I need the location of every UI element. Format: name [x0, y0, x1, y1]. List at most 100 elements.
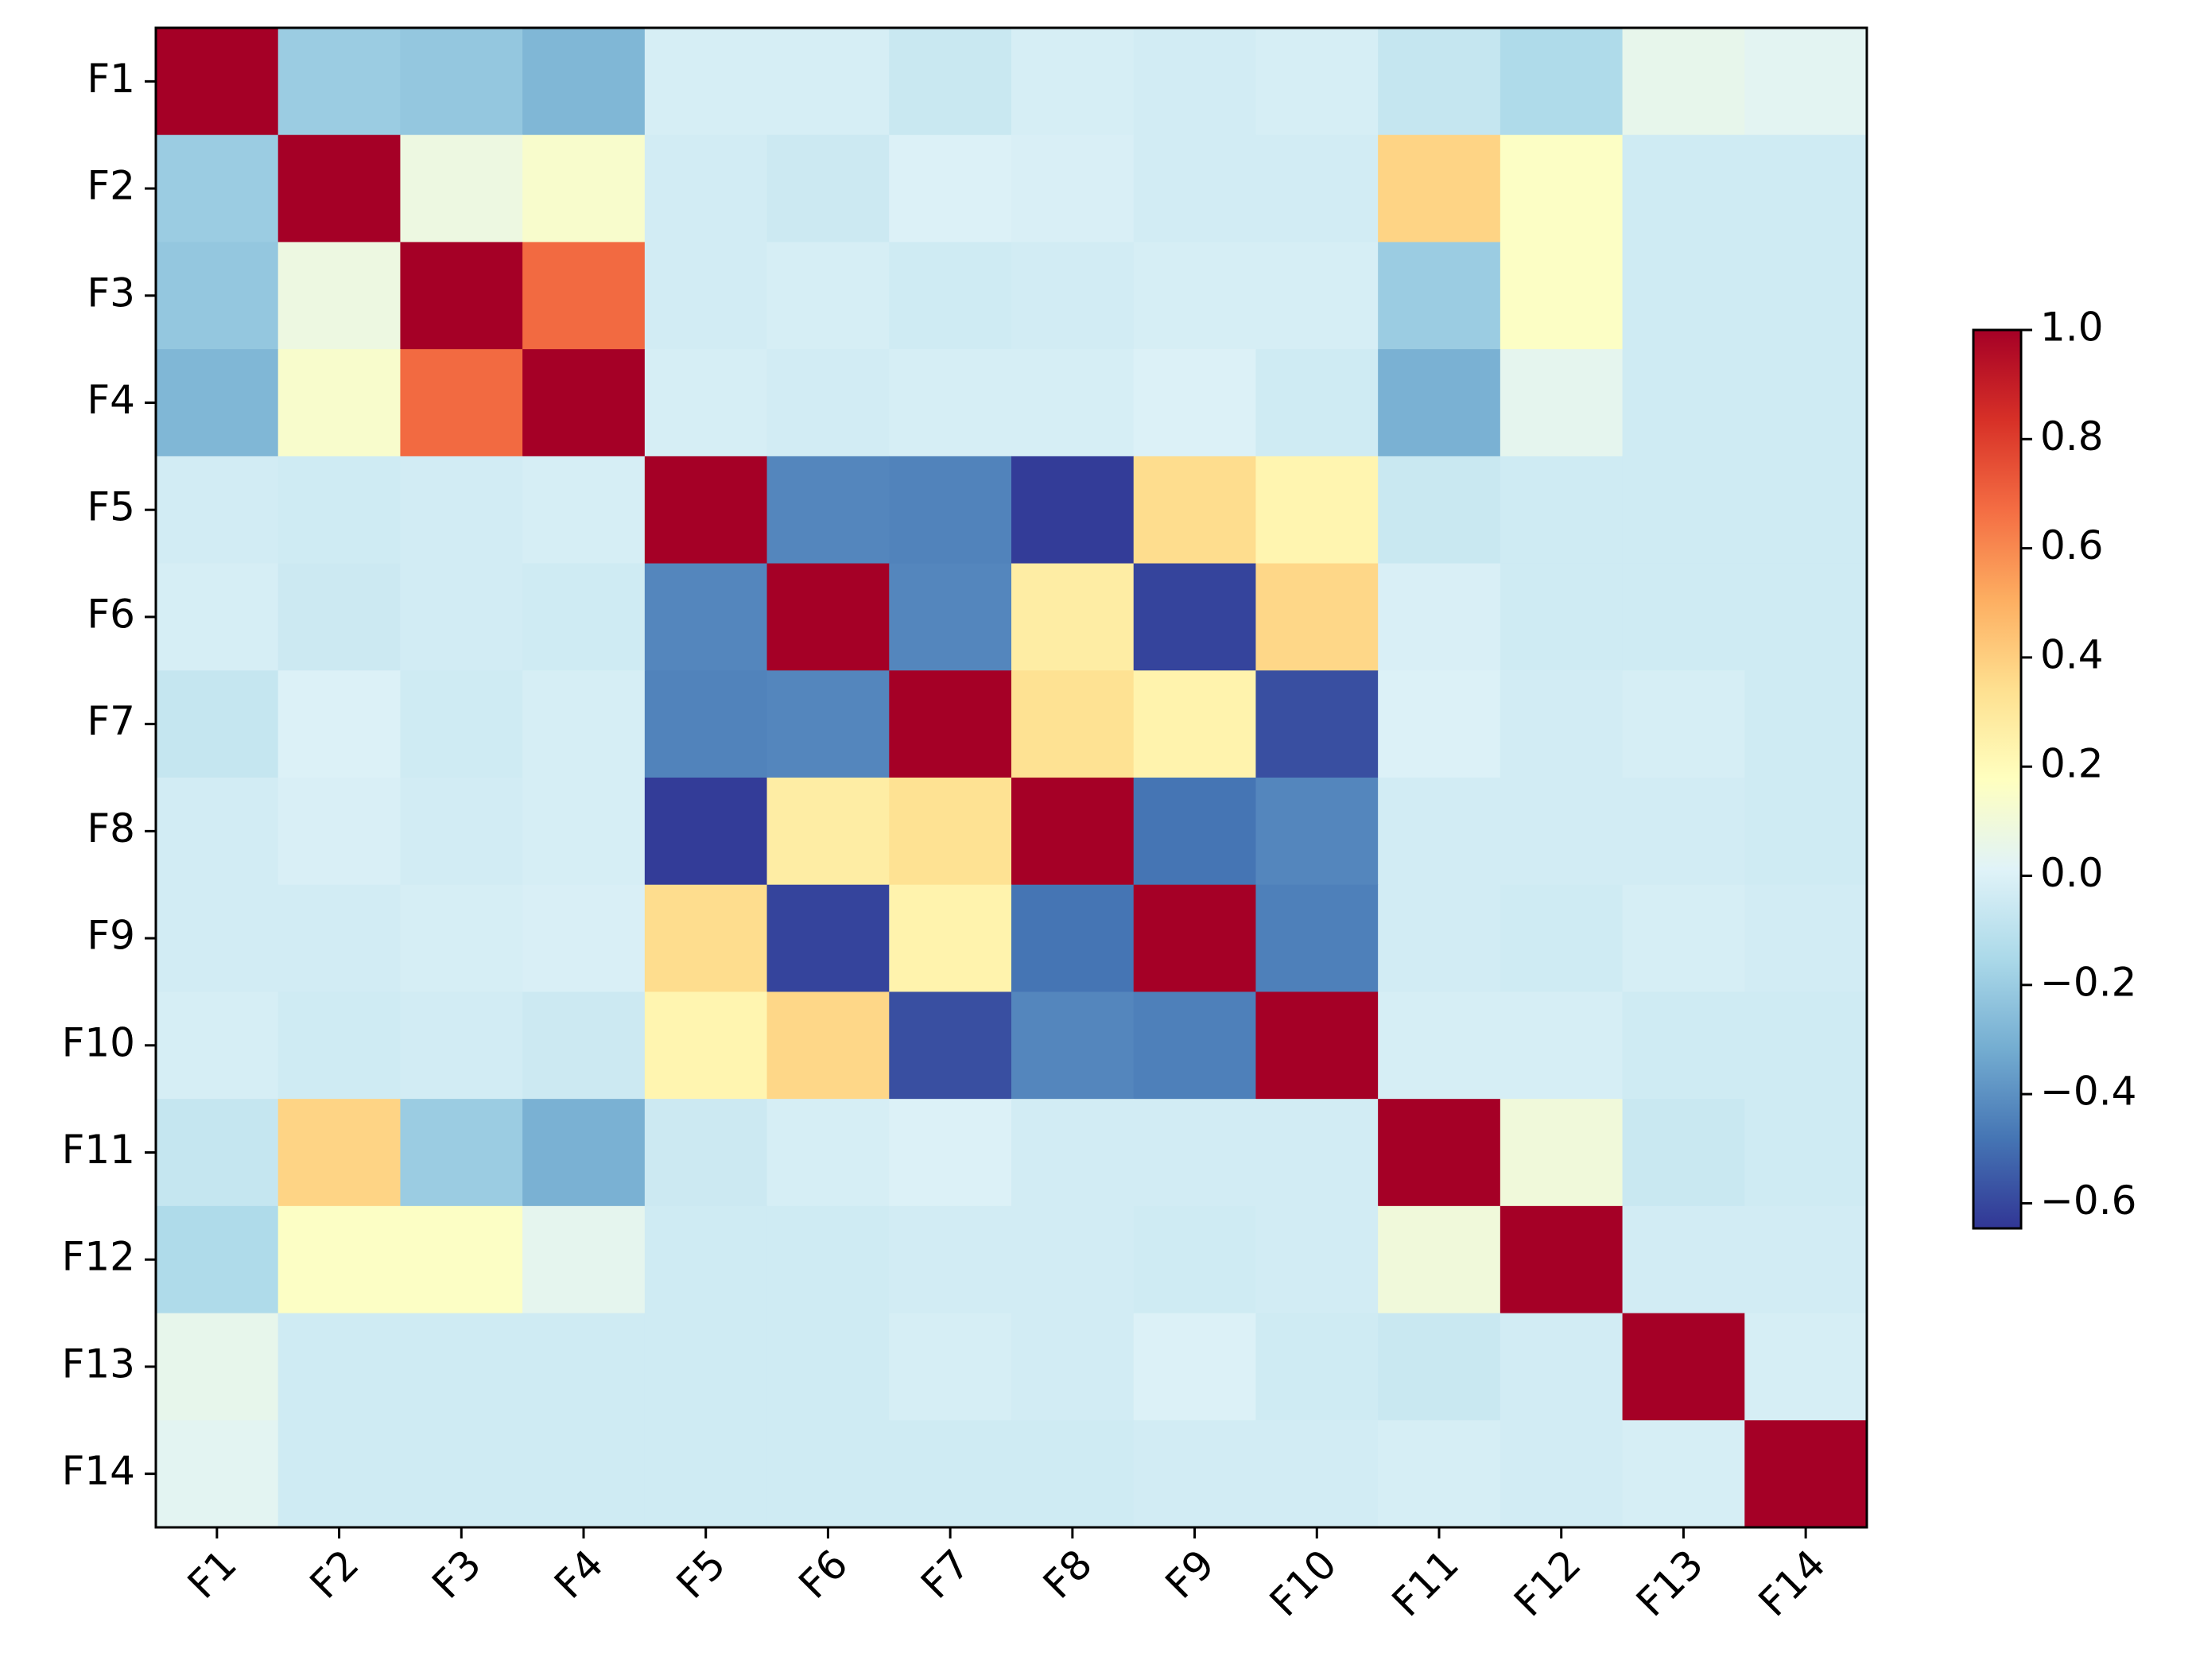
colorbar-tick-label: 0.8 — [2040, 413, 2104, 460]
heatmap-cell — [522, 991, 646, 1100]
y-tick-label: F12 — [62, 1234, 135, 1280]
heatmap-cell — [1378, 991, 1501, 1100]
heatmap-cell — [277, 456, 402, 565]
heatmap-cell — [1133, 1420, 1257, 1528]
heatmap-cell — [766, 242, 890, 350]
heatmap-cell — [1622, 778, 1745, 886]
heatmap-cell — [400, 991, 523, 1100]
heatmap-cell — [1255, 134, 1379, 243]
colorbar-tick-label: 1.0 — [2040, 305, 2104, 351]
heatmap-cell — [644, 884, 768, 993]
heatmap-cell — [1011, 884, 1135, 993]
heatmap-cell — [1378, 1205, 1501, 1314]
heatmap-cell — [522, 1313, 646, 1421]
heatmap-cell — [1133, 884, 1257, 993]
plot-frame — [154, 26, 1868, 1529]
x-tick-label: F10 — [1261, 1541, 1345, 1625]
heatmap-cell — [1011, 349, 1135, 457]
heatmap-cell — [644, 28, 768, 136]
heatmap-cell — [766, 1313, 890, 1421]
heatmap-cell — [1133, 778, 1257, 886]
heatmap-cell — [766, 28, 890, 136]
y-tick-label: F2 — [87, 163, 135, 209]
heatmap-cell — [1011, 1205, 1135, 1314]
heatmap-cell — [156, 1313, 279, 1421]
heatmap-cell — [1011, 1420, 1135, 1528]
heatmap-cell — [1499, 28, 1624, 136]
heatmap-cell — [156, 884, 279, 993]
heatmap-cell — [1133, 134, 1257, 243]
colorbar-tick-label: 0.4 — [2040, 631, 2104, 677]
heatmap-cell — [1744, 1313, 1868, 1421]
heatmap-cell — [1622, 991, 1745, 1100]
heatmap-cell — [156, 134, 279, 243]
heatmap-cell — [1622, 1099, 1745, 1207]
heatmap-cell — [1378, 1313, 1501, 1421]
heatmap-cell — [1011, 1313, 1135, 1421]
heatmap-cell — [644, 1313, 768, 1421]
heatmap-cell — [1133, 456, 1257, 565]
x-tick-label: F6 — [790, 1541, 857, 1608]
heatmap-cell — [1499, 456, 1624, 565]
heatmap-cell — [1133, 563, 1257, 671]
heatmap-cell — [1133, 670, 1257, 778]
heatmap-cell — [400, 778, 523, 886]
heatmap-cell — [1622, 28, 1745, 136]
heatmap-cell — [766, 563, 890, 671]
heatmap-cell — [400, 28, 523, 136]
heatmap-cell — [1133, 991, 1257, 1100]
heatmap-cell — [644, 1205, 768, 1314]
heatmap-cell — [889, 456, 1012, 565]
heatmap-cell — [1622, 1205, 1745, 1314]
heatmap-cell — [1255, 456, 1379, 565]
heatmap-cell — [1255, 670, 1379, 778]
heatmap-cell — [1011, 563, 1135, 671]
heatmap-cell — [156, 778, 279, 886]
heatmap-cell — [1744, 242, 1868, 350]
heatmap-cell — [1622, 1420, 1745, 1528]
heatmap-cell — [889, 1420, 1012, 1528]
heatmap-cell — [1255, 991, 1379, 1100]
x-tick-label: F2 — [301, 1541, 368, 1608]
heatmap-cell — [1255, 1205, 1379, 1314]
heatmap-cell — [1744, 134, 1868, 243]
x-tick-label: F4 — [545, 1541, 612, 1608]
heatmap-cell — [1011, 28, 1135, 136]
heatmap-cell — [889, 349, 1012, 457]
heatmap-cell — [1744, 563, 1868, 671]
heatmap-cell — [156, 28, 279, 136]
heatmap-cell — [277, 1313, 402, 1421]
heatmap-cell — [1255, 349, 1379, 457]
heatmap-cell — [1499, 991, 1624, 1100]
heatmap-cell — [1378, 242, 1501, 350]
heatmap-cell — [1133, 349, 1257, 457]
heatmap-cell — [766, 670, 890, 778]
heatmap-cell — [1744, 349, 1868, 457]
heatmap-cell — [522, 242, 646, 350]
heatmap-cell — [277, 670, 402, 778]
heatmap-cell — [1499, 670, 1624, 778]
x-tick-label: F12 — [1505, 1541, 1589, 1625]
heatmap-cell — [400, 884, 523, 993]
heatmap-cell — [1499, 1420, 1624, 1528]
heatmap-cell — [1622, 884, 1745, 993]
heatmap-cell — [277, 778, 402, 886]
heatmap-cell — [1133, 28, 1257, 136]
heatmap-cell — [1499, 242, 1624, 350]
heatmap-cell — [522, 670, 646, 778]
heatmap-cell — [1011, 991, 1135, 1100]
heatmap-cell — [1622, 563, 1745, 671]
heatmap-cell — [1622, 1313, 1745, 1421]
y-tick-label: F8 — [87, 805, 135, 852]
x-tick-label: F8 — [1034, 1541, 1101, 1608]
heatmap-cell — [1744, 670, 1868, 778]
heatmap-cell — [400, 456, 523, 565]
heatmap-cell — [1744, 1420, 1868, 1528]
heatmap-cell — [766, 1099, 890, 1207]
heatmap-cell — [889, 563, 1012, 671]
y-tick-label: F6 — [87, 591, 135, 637]
heatmap-cell — [644, 134, 768, 243]
heatmap-cell — [1499, 349, 1624, 457]
colorbar-tick-label: 0.6 — [2040, 522, 2104, 568]
y-tick-label: F7 — [87, 698, 135, 744]
